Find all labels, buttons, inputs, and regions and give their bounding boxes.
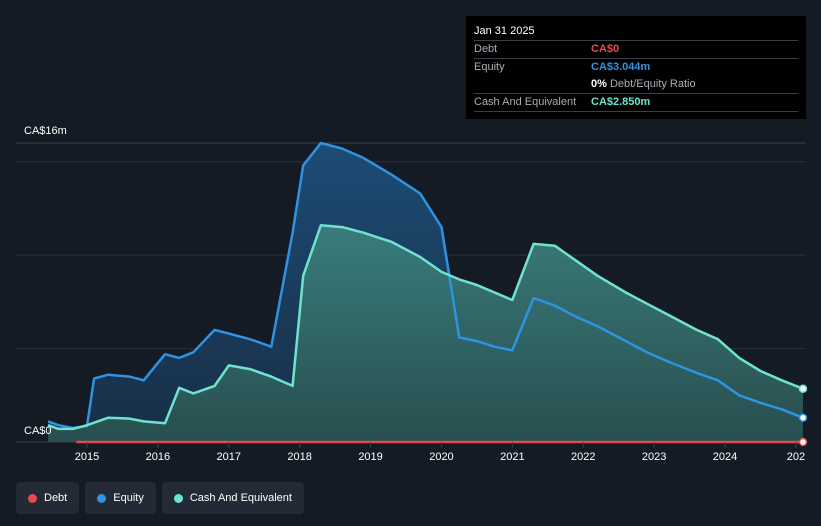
- tooltip-equity-row: Equity CA$3.044m: [474, 59, 798, 76]
- y-axis-bottom-label: CA$0: [24, 425, 52, 437]
- area-layer: [47, 141, 808, 447]
- legend-item-debt[interactable]: Debt: [16, 482, 80, 514]
- x-tick-label: 2015: [75, 451, 99, 463]
- debt-dot-icon: [28, 493, 37, 503]
- tooltip-date: Jan 31 2025: [474, 23, 798, 41]
- tooltip-cash-row: Cash And Equivalent CA$2.850m: [474, 94, 798, 112]
- x-tick-label: 202: [787, 451, 805, 463]
- cash-line: [47, 223, 804, 431]
- tooltip-equity-label: Equity: [474, 61, 505, 73]
- x-tick-label: 2017: [217, 451, 241, 463]
- equity-line: [47, 141, 804, 430]
- x-tick-label: 2019: [358, 451, 382, 463]
- tooltip: Jan 31 2025 Debt CA$0 Equity CA$3.044m 0…: [466, 16, 806, 119]
- legend: Debt Equity Cash And Equivalent: [16, 482, 304, 514]
- cash-dot-icon: [173, 493, 183, 503]
- x-tick-label: 2024: [713, 451, 737, 463]
- x-axis-ticks: 2015 2016 2017 2018 2019 2020 2021 2022 2023 2024…: [75, 442, 805, 463]
- debt-end-marker: [798, 437, 808, 447]
- legend-label-equity: Equity: [113, 492, 144, 504]
- cash-end-marker: [798, 384, 808, 393]
- tooltip-equity-value: CA$3.044m: [591, 61, 651, 73]
- legend-item-equity[interactable]: Equity: [85, 482, 156, 514]
- x-tick-label: 2020: [429, 451, 453, 463]
- tooltip-cash-value: CA$2.850m: [591, 96, 651, 108]
- cash-area: [48, 225, 803, 442]
- y-axis-top-label: CA$16m: [24, 125, 67, 137]
- x-tick-label: 2021: [500, 451, 524, 463]
- legend-item-cash[interactable]: Cash And Equivalent: [161, 482, 304, 514]
- tooltip-debt-label: Debt: [474, 43, 498, 55]
- equity-end-marker: [798, 413, 808, 422]
- x-tick-label: 2022: [571, 451, 595, 463]
- equity-dot-icon: [97, 493, 107, 503]
- tooltip-ratio-value: 0%: [591, 78, 607, 90]
- tooltip-ratio-label: Debt/Equity Ratio: [609, 78, 696, 90]
- x-tick-label: 2016: [146, 451, 170, 463]
- x-tick-label: 2018: [287, 451, 311, 463]
- x-tick-label: 2023: [642, 451, 666, 463]
- tooltip-debt-value: CA$0: [591, 43, 620, 55]
- legend-label-debt: Debt: [44, 492, 68, 504]
- tooltip-debt-row: Debt CA$0: [474, 41, 798, 59]
- tooltip-cash-label: Cash And Equivalent: [474, 96, 577, 108]
- tooltip-ratio-row: 0% Debt/Equity Ratio: [474, 76, 798, 94]
- legend-label-cash: Cash And Equivalent: [189, 492, 292, 504]
